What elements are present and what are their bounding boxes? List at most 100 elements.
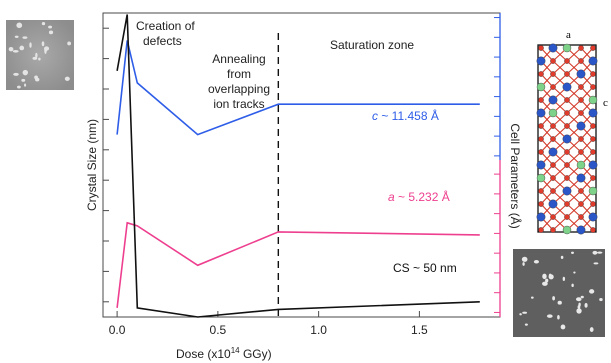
atom — [590, 71, 596, 77]
particle — [573, 271, 576, 274]
bond — [540, 138, 554, 153]
atom — [548, 199, 558, 209]
bond — [552, 73, 568, 88]
atom — [564, 201, 570, 207]
atom — [536, 108, 546, 118]
atom — [562, 225, 572, 235]
particle — [589, 289, 595, 294]
bond — [566, 86, 582, 101]
bond — [540, 190, 554, 205]
annotation-saturation: Saturation zone — [330, 38, 414, 52]
particle — [593, 262, 599, 265]
particle — [12, 49, 19, 53]
particle — [530, 296, 534, 299]
atom — [564, 97, 570, 103]
particle — [13, 72, 19, 76]
atom — [590, 123, 596, 129]
particle — [35, 77, 40, 82]
atom — [590, 45, 596, 51]
atom — [548, 43, 558, 53]
atom — [548, 147, 558, 157]
atom — [564, 71, 570, 77]
atom — [550, 123, 556, 129]
crystal-axis-label-a: a — [566, 29, 571, 41]
atom — [538, 136, 544, 142]
y-axis-label-right: Cell Parameters (Å) — [508, 123, 523, 228]
particle — [571, 251, 574, 254]
annotation-creation-line1: Creation of — [136, 19, 195, 33]
atom — [590, 227, 596, 233]
atom — [538, 71, 544, 77]
particle — [64, 76, 70, 81]
particle — [32, 56, 38, 60]
atom — [550, 162, 556, 168]
atom — [578, 84, 584, 90]
bond — [566, 99, 582, 114]
particle — [562, 276, 566, 281]
annotation-annealing-line1: Annealing — [212, 52, 265, 66]
atom — [576, 69, 586, 79]
particle — [560, 255, 564, 260]
particle — [41, 41, 45, 47]
x-tick-label: 0.0 — [109, 323, 126, 337]
micrograph-inset-top — [6, 20, 74, 90]
particle — [552, 296, 555, 301]
bond — [552, 60, 568, 75]
atom — [550, 188, 556, 194]
particle — [548, 273, 552, 279]
atom — [550, 84, 556, 90]
particle — [8, 47, 14, 52]
x-tick-label: 1.5 — [411, 323, 428, 337]
particle — [576, 308, 582, 314]
atom — [562, 82, 572, 92]
x-tick-label: 1.0 — [310, 323, 327, 337]
atom — [562, 186, 572, 196]
atom — [538, 97, 544, 103]
particle — [589, 327, 594, 332]
atom — [564, 110, 570, 116]
atom — [564, 175, 570, 181]
bond — [580, 138, 594, 153]
series-label-c: c ~ 11.458 Å — [372, 108, 439, 123]
particle — [557, 300, 562, 305]
atom — [590, 149, 596, 155]
bond — [552, 164, 568, 179]
atom — [538, 188, 544, 194]
particle — [22, 36, 28, 39]
atom — [548, 95, 558, 105]
particle — [16, 22, 23, 29]
atom — [536, 82, 546, 92]
atom — [576, 173, 586, 183]
bond — [580, 125, 594, 140]
bond — [552, 112, 568, 127]
atom — [564, 149, 570, 155]
atom — [588, 56, 598, 66]
atom — [564, 58, 570, 64]
bond — [566, 151, 582, 166]
atom — [538, 227, 544, 233]
atom — [536, 160, 546, 170]
atom — [538, 149, 544, 155]
atom — [536, 173, 546, 183]
atom — [578, 149, 584, 155]
bond — [580, 86, 594, 101]
plot-axes — [102, 12, 501, 318]
annotation-creation-line2: defects — [143, 34, 182, 48]
atom — [538, 201, 544, 207]
bond — [552, 177, 568, 192]
x-axis-label: Dose (x1014 GGy) — [176, 346, 272, 361]
atom — [578, 188, 584, 194]
bond — [566, 112, 582, 127]
crystal-structure-inset: a c — [536, 29, 608, 235]
particle — [542, 281, 548, 286]
bond — [566, 138, 582, 153]
bond — [540, 125, 554, 140]
particle — [67, 41, 72, 46]
particle — [41, 21, 46, 26]
x-tick-label: 0.5 — [210, 323, 227, 337]
annotation-annealing-line2: from — [227, 67, 251, 81]
atom — [538, 123, 544, 129]
particle — [17, 85, 21, 89]
annotations: Creation of defects Annealing from overl… — [136, 19, 457, 275]
atom — [562, 134, 572, 144]
